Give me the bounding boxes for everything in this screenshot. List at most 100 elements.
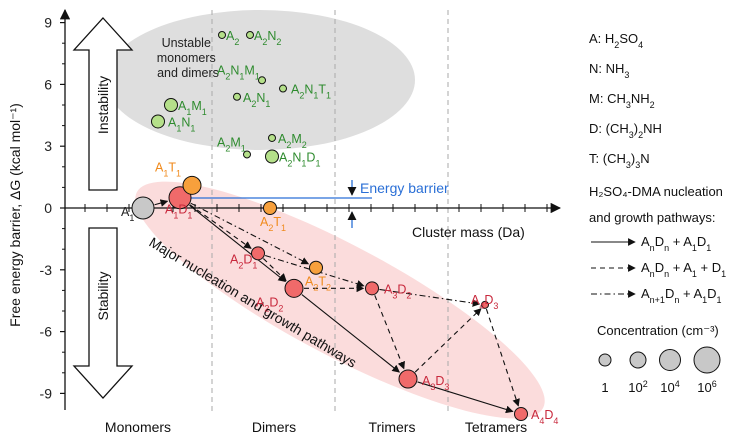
y-tick-label: 3 bbox=[44, 138, 52, 154]
instability-arrow: Instability bbox=[72, 17, 134, 191]
label-A1: A1 bbox=[121, 205, 134, 223]
edge-A1D1-A2D1 bbox=[189, 204, 252, 249]
edge-A4D3-A4D4 bbox=[485, 308, 520, 407]
label-A1M1: A1M1 bbox=[178, 99, 207, 117]
label-A1T1: A1T1 bbox=[155, 160, 181, 178]
y-tick-label: -3 bbox=[40, 262, 53, 278]
node-A2T2 bbox=[309, 260, 323, 275]
label-A3D2: A3D2 bbox=[384, 282, 411, 300]
legend-size-label: 106 bbox=[697, 379, 716, 395]
node-A2D2 bbox=[284, 278, 304, 298]
x-categories: Monomers Dimers Trimers Tetramers bbox=[105, 419, 527, 435]
node-A4D4 bbox=[514, 407, 528, 421]
pathway-region bbox=[135, 181, 545, 419]
stability-arrow: Stability bbox=[72, 227, 134, 399]
node-A3D2 bbox=[365, 281, 379, 296]
node-A2N1D1 bbox=[265, 149, 279, 164]
unstable-label: Unstable monomers and dimers bbox=[157, 36, 220, 80]
node-A1 bbox=[131, 196, 155, 220]
cluster-nodes bbox=[131, 30, 528, 421]
edge-A2D2-A3D3 bbox=[301, 294, 400, 373]
legend-size-label: 104 bbox=[660, 379, 679, 395]
energy-barrier-label: Energy barrier bbox=[360, 180, 449, 196]
legend-formula: A: H2SO4 bbox=[589, 31, 643, 50]
edge-A3D2-A4D3 bbox=[379, 288, 481, 307]
label-A2: A2 bbox=[226, 29, 239, 47]
legend-pathway: AnDn + A1D1 bbox=[641, 234, 711, 253]
legend-size-circle bbox=[598, 353, 612, 367]
category-dimers: Dimers bbox=[252, 419, 296, 435]
node-A2N1T1 bbox=[279, 84, 287, 93]
node-A4D3 bbox=[481, 300, 489, 309]
legend-pathway: An+1Dn + A1D1 bbox=[641, 286, 722, 305]
stability-label: Stability bbox=[95, 271, 111, 320]
label-A2M2: A2M2 bbox=[278, 132, 307, 150]
label-A2M1: A2M1 bbox=[217, 135, 246, 153]
y-tick-label: 6 bbox=[44, 76, 52, 92]
node-A2T1 bbox=[263, 201, 277, 215]
edge-A1D1-A2T2 bbox=[190, 202, 310, 265]
edge-A3D3-A4D3 bbox=[414, 308, 482, 373]
legend-size-circle bbox=[629, 351, 647, 369]
y-tick-label: 9 bbox=[44, 15, 52, 31]
legend-concentration-title: Concentration (cm⁻³) bbox=[597, 323, 719, 338]
instability-label: Instability bbox=[95, 76, 111, 134]
legend-size-label: 1 bbox=[601, 380, 608, 395]
label-A2T1: A2T1 bbox=[260, 215, 286, 233]
y-tick-label: 0 bbox=[44, 200, 52, 216]
node-A1M1 bbox=[164, 98, 178, 112]
edge-A3D3-A4D4 bbox=[417, 381, 514, 414]
legend: A: H2SO4 N: NH3 M: CH3NH2 D: (CH3)2NH T: (CH… bbox=[589, 31, 726, 395]
edge-A3D2-A3D3 bbox=[374, 295, 405, 370]
node-A2M1 bbox=[243, 150, 251, 159]
node-A2N2 bbox=[246, 30, 254, 39]
y-tick-label: -6 bbox=[40, 324, 53, 340]
y-axis-title: Free energy barrier, ΔG (kcal mol⁻¹) bbox=[7, 103, 23, 327]
cluster-labels: A1 A1D1 A1T1 A2T1 A2D1 A2T2 A2D2 A3D2 A4D3 A3D3 A4… bbox=[121, 29, 558, 426]
label-A2D1: A2D1 bbox=[230, 252, 257, 270]
node-A2N1M1 bbox=[258, 76, 266, 85]
node-A2N1 bbox=[233, 92, 241, 101]
label-A4D3: A4D3 bbox=[471, 293, 498, 311]
label-A3D3: A3D3 bbox=[422, 374, 449, 392]
label-A2D2: A2D2 bbox=[256, 295, 283, 313]
energy-barrier: Energy barrier bbox=[180, 180, 449, 228]
y-ticks: 9 6 3 0 -3 -6 -9 bbox=[40, 15, 65, 401]
y-tick-label: -9 bbox=[40, 385, 53, 401]
legend-pathway-title: H₂SO₄-DMA nucleation bbox=[589, 184, 723, 199]
node-A2M2 bbox=[268, 133, 276, 142]
edge-A1D1-A2D2 bbox=[189, 204, 286, 282]
legend-pathway: AnDn + A1 + D1 bbox=[641, 260, 726, 279]
legend-formula: M: CH3NH2 bbox=[589, 91, 655, 110]
label-A2N1D1: A2N1D1 bbox=[279, 151, 320, 169]
edge-A2D1-A3D2 bbox=[265, 254, 365, 288]
edge-A1-A1D1 bbox=[154, 199, 169, 207]
category-tetramers: Tetramers bbox=[465, 419, 527, 435]
label-A1D1: A1D1 bbox=[165, 203, 192, 221]
node-A1N1 bbox=[151, 114, 165, 129]
legend-formula: N: NH3 bbox=[589, 61, 629, 80]
category-trimers: Trimers bbox=[369, 419, 416, 435]
legend-size-circle bbox=[693, 346, 721, 374]
legend-size-label: 102 bbox=[628, 379, 647, 395]
x-axis-title: Cluster mass (Da) bbox=[412, 224, 525, 240]
legend-formula: T: (CH3)3N bbox=[589, 151, 650, 170]
label-A2N1: A2N1 bbox=[243, 91, 270, 109]
node-A2 bbox=[218, 30, 226, 39]
label-A2N2: A2N2 bbox=[254, 29, 281, 47]
node-A1T1 bbox=[182, 175, 202, 195]
category-monomers: Monomers bbox=[105, 419, 171, 435]
label-A2N1T1: A2N1T1 bbox=[291, 83, 331, 101]
legend-size-circle bbox=[659, 349, 681, 371]
label-A2T2: A2T2 bbox=[305, 275, 331, 293]
node-A3D3 bbox=[398, 369, 418, 389]
label-A2N1M1: A2N1M1 bbox=[217, 63, 260, 81]
legend-pathway-subtitle: and growth pathways: bbox=[589, 210, 715, 225]
pathway-edges bbox=[154, 199, 520, 414]
legend-formula: D: (CH3)2NH bbox=[589, 121, 662, 140]
node-A2D1 bbox=[251, 246, 265, 261]
label-A1N1: A1N1 bbox=[168, 115, 195, 133]
label-A4D4: A4D4 bbox=[531, 408, 558, 426]
